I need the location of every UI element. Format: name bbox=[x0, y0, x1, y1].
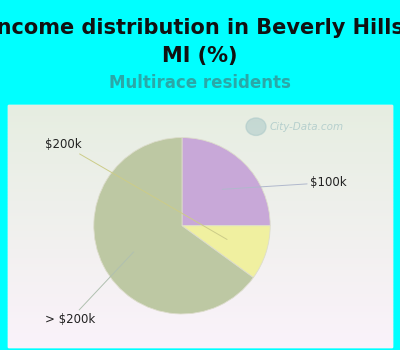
Bar bbox=[8, 220, 392, 223]
Bar bbox=[8, 259, 392, 262]
Bar bbox=[8, 183, 392, 187]
Bar bbox=[8, 328, 392, 331]
Bar bbox=[8, 295, 392, 298]
Bar bbox=[8, 322, 392, 326]
Bar bbox=[8, 177, 392, 181]
Bar bbox=[8, 331, 392, 335]
Bar bbox=[8, 274, 392, 277]
Bar bbox=[0, 0, 400, 105]
Bar bbox=[8, 280, 392, 283]
Bar bbox=[8, 198, 392, 202]
Bar bbox=[8, 343, 392, 346]
Bar bbox=[8, 168, 392, 172]
Bar bbox=[8, 271, 392, 274]
Bar bbox=[8, 253, 392, 256]
Bar bbox=[8, 138, 392, 141]
Bar bbox=[8, 117, 392, 120]
Bar bbox=[8, 250, 392, 253]
Bar bbox=[8, 105, 392, 108]
Bar bbox=[8, 205, 392, 208]
Bar bbox=[8, 341, 392, 343]
Bar bbox=[8, 190, 392, 193]
Bar bbox=[8, 283, 392, 286]
Bar bbox=[8, 153, 392, 156]
Bar bbox=[8, 265, 392, 268]
Bar bbox=[8, 111, 392, 114]
Bar bbox=[8, 211, 392, 214]
Bar bbox=[8, 105, 392, 346]
Circle shape bbox=[246, 118, 266, 135]
Bar bbox=[8, 132, 392, 135]
Bar bbox=[8, 277, 392, 280]
Bar bbox=[8, 187, 392, 190]
Bar bbox=[8, 232, 392, 235]
Bar bbox=[8, 123, 392, 126]
Bar bbox=[8, 226, 392, 229]
Text: $200k: $200k bbox=[45, 138, 227, 239]
Text: > $200k: > $200k bbox=[45, 252, 134, 326]
Wedge shape bbox=[94, 138, 253, 314]
Bar bbox=[8, 166, 392, 168]
Bar bbox=[8, 147, 392, 150]
Bar bbox=[8, 241, 392, 244]
Bar bbox=[8, 159, 392, 162]
Bar bbox=[8, 217, 392, 220]
Bar bbox=[8, 114, 392, 117]
Bar bbox=[8, 181, 392, 183]
Bar bbox=[8, 304, 392, 307]
Bar bbox=[8, 202, 392, 205]
Bar bbox=[8, 326, 392, 328]
Bar bbox=[8, 268, 392, 271]
Bar bbox=[8, 238, 392, 241]
Bar bbox=[8, 141, 392, 144]
Bar bbox=[8, 307, 392, 310]
Bar bbox=[8, 150, 392, 153]
Wedge shape bbox=[182, 138, 270, 226]
Bar bbox=[8, 174, 392, 177]
Bar bbox=[8, 208, 392, 211]
Bar bbox=[8, 129, 392, 132]
Text: Income distribution in Beverly Hills,: Income distribution in Beverly Hills, bbox=[0, 18, 400, 38]
Bar bbox=[8, 120, 392, 123]
Bar bbox=[8, 172, 392, 174]
Bar bbox=[8, 313, 392, 316]
Bar bbox=[8, 298, 392, 301]
Bar bbox=[8, 214, 392, 217]
Bar bbox=[8, 196, 392, 198]
Text: MI (%): MI (%) bbox=[162, 46, 238, 66]
Bar bbox=[8, 247, 392, 250]
Bar bbox=[8, 156, 392, 159]
Bar bbox=[8, 244, 392, 247]
Text: City-Data.com: City-Data.com bbox=[270, 122, 344, 132]
Bar bbox=[8, 144, 392, 147]
Bar bbox=[8, 256, 392, 259]
Bar bbox=[8, 335, 392, 337]
Bar bbox=[8, 126, 392, 129]
Bar bbox=[8, 316, 392, 319]
Bar bbox=[8, 108, 392, 111]
Bar bbox=[8, 223, 392, 226]
Text: Multirace residents: Multirace residents bbox=[109, 74, 291, 92]
Bar bbox=[8, 289, 392, 292]
Bar bbox=[8, 286, 392, 289]
Wedge shape bbox=[182, 226, 270, 278]
Bar bbox=[8, 301, 392, 304]
Bar bbox=[8, 235, 392, 238]
Bar bbox=[8, 262, 392, 265]
Bar bbox=[8, 162, 392, 166]
Bar bbox=[8, 292, 392, 295]
Bar bbox=[8, 193, 392, 196]
Bar bbox=[8, 310, 392, 313]
Bar bbox=[8, 319, 392, 322]
Bar bbox=[8, 229, 392, 232]
Text: $100k: $100k bbox=[222, 176, 346, 189]
Bar bbox=[8, 337, 392, 341]
Bar bbox=[8, 135, 392, 138]
